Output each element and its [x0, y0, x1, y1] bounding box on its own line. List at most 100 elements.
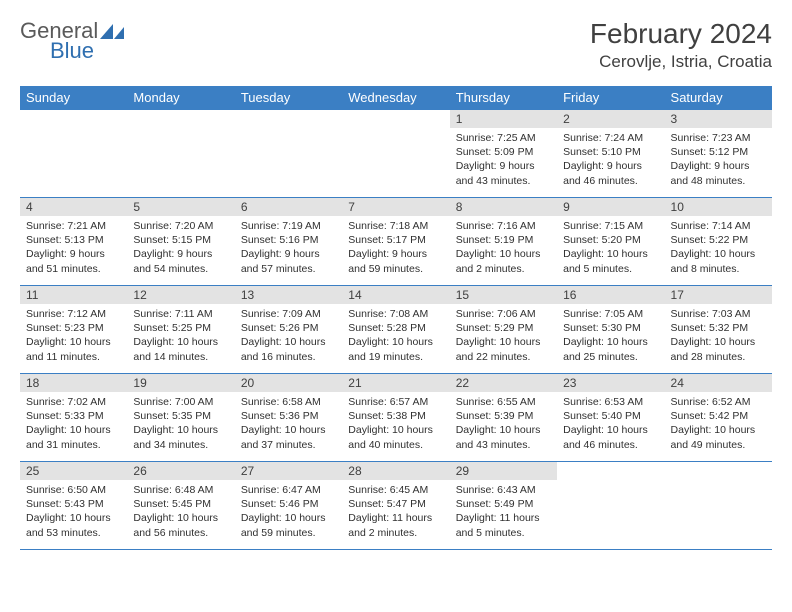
sunset-text: Sunset: 5:35 PM — [133, 409, 228, 423]
sunset-text: Sunset: 5:38 PM — [348, 409, 443, 423]
sunset-text: Sunset: 5:16 PM — [241, 233, 336, 247]
sunset-text: Sunset: 5:19 PM — [456, 233, 551, 247]
sunrise-text: Sunrise: 6:48 AM — [133, 483, 228, 497]
daylight-text: Daylight: 10 hours and 8 minutes. — [671, 247, 766, 275]
calendar-table: Sunday Monday Tuesday Wednesday Thursday… — [20, 86, 772, 550]
day-number: 10 — [665, 198, 772, 216]
calendar-day: 28Sunrise: 6:45 AMSunset: 5:47 PMDayligh… — [342, 462, 449, 550]
sunrise-text: Sunrise: 7:12 AM — [26, 307, 121, 321]
day-number: 2 — [557, 110, 664, 128]
day-details: Sunrise: 6:55 AMSunset: 5:39 PMDaylight:… — [450, 392, 557, 456]
calendar-day: 1Sunrise: 7:25 AMSunset: 5:09 PMDaylight… — [450, 110, 557, 198]
day-details: Sunrise: 6:43 AMSunset: 5:49 PMDaylight:… — [450, 480, 557, 544]
sunset-text: Sunset: 5:39 PM — [456, 409, 551, 423]
day-details: Sunrise: 6:57 AMSunset: 5:38 PMDaylight:… — [342, 392, 449, 456]
day-number: 11 — [20, 286, 127, 304]
weekday-header: Tuesday — [235, 86, 342, 110]
sunset-text: Sunset: 5:40 PM — [563, 409, 658, 423]
day-number: 1 — [450, 110, 557, 128]
day-number: 26 — [127, 462, 234, 480]
calendar-row: 4Sunrise: 7:21 AMSunset: 5:13 PMDaylight… — [20, 198, 772, 286]
weekday-header-row: Sunday Monday Tuesday Wednesday Thursday… — [20, 86, 772, 110]
calendar-day: 3Sunrise: 7:23 AMSunset: 5:12 PMDaylight… — [665, 110, 772, 198]
calendar-day: 11Sunrise: 7:12 AMSunset: 5:23 PMDayligh… — [20, 286, 127, 374]
calendar-day: 17Sunrise: 7:03 AMSunset: 5:32 PMDayligh… — [665, 286, 772, 374]
sunrise-text: Sunrise: 7:05 AM — [563, 307, 658, 321]
sunrise-text: Sunrise: 7:24 AM — [563, 131, 658, 145]
calendar-empty — [20, 110, 127, 198]
sunset-text: Sunset: 5:20 PM — [563, 233, 658, 247]
weekday-header: Monday — [127, 86, 234, 110]
sunset-text: Sunset: 5:09 PM — [456, 145, 551, 159]
day-number: 27 — [235, 462, 342, 480]
sunrise-text: Sunrise: 7:02 AM — [26, 395, 121, 409]
sunset-text: Sunset: 5:12 PM — [671, 145, 766, 159]
day-details: Sunrise: 7:11 AMSunset: 5:25 PMDaylight:… — [127, 304, 234, 368]
daylight-text: Daylight: 10 hours and 28 minutes. — [671, 335, 766, 363]
daylight-text: Daylight: 9 hours and 57 minutes. — [241, 247, 336, 275]
weekday-header: Friday — [557, 86, 664, 110]
day-details: Sunrise: 6:58 AMSunset: 5:36 PMDaylight:… — [235, 392, 342, 456]
weekday-header: Thursday — [450, 86, 557, 110]
sunset-text: Sunset: 5:42 PM — [671, 409, 766, 423]
daylight-text: Daylight: 10 hours and 31 minutes. — [26, 423, 121, 451]
calendar-empty — [557, 462, 664, 550]
daylight-text: Daylight: 10 hours and 43 minutes. — [456, 423, 551, 451]
calendar-day: 15Sunrise: 7:06 AMSunset: 5:29 PMDayligh… — [450, 286, 557, 374]
calendar-day: 7Sunrise: 7:18 AMSunset: 5:17 PMDaylight… — [342, 198, 449, 286]
daylight-text: Daylight: 9 hours and 51 minutes. — [26, 247, 121, 275]
daylight-text: Daylight: 10 hours and 14 minutes. — [133, 335, 228, 363]
sunset-text: Sunset: 5:22 PM — [671, 233, 766, 247]
sunset-text: Sunset: 5:33 PM — [26, 409, 121, 423]
day-details: Sunrise: 7:16 AMSunset: 5:19 PMDaylight:… — [450, 216, 557, 280]
sunset-text: Sunset: 5:25 PM — [133, 321, 228, 335]
day-number: 23 — [557, 374, 664, 392]
sunrise-text: Sunrise: 6:52 AM — [671, 395, 766, 409]
sunset-text: Sunset: 5:47 PM — [348, 497, 443, 511]
sunset-text: Sunset: 5:36 PM — [241, 409, 336, 423]
calendar-day: 21Sunrise: 6:57 AMSunset: 5:38 PMDayligh… — [342, 374, 449, 462]
calendar-day: 24Sunrise: 6:52 AMSunset: 5:42 PMDayligh… — [665, 374, 772, 462]
calendar-empty — [342, 110, 449, 198]
daylight-text: Daylight: 10 hours and 46 minutes. — [563, 423, 658, 451]
sunrise-text: Sunrise: 7:11 AM — [133, 307, 228, 321]
day-details: Sunrise: 7:15 AMSunset: 5:20 PMDaylight:… — [557, 216, 664, 280]
day-number: 4 — [20, 198, 127, 216]
title-block: February 2024 Cerovlje, Istria, Croatia — [590, 18, 772, 72]
calendar-day: 2Sunrise: 7:24 AMSunset: 5:10 PMDaylight… — [557, 110, 664, 198]
sunrise-text: Sunrise: 7:21 AM — [26, 219, 121, 233]
calendar-day: 16Sunrise: 7:05 AMSunset: 5:30 PMDayligh… — [557, 286, 664, 374]
sunset-text: Sunset: 5:43 PM — [26, 497, 121, 511]
day-details: Sunrise: 7:03 AMSunset: 5:32 PMDaylight:… — [665, 304, 772, 368]
calendar-day: 22Sunrise: 6:55 AMSunset: 5:39 PMDayligh… — [450, 374, 557, 462]
sunrise-text: Sunrise: 7:14 AM — [671, 219, 766, 233]
sunrise-text: Sunrise: 7:25 AM — [456, 131, 551, 145]
day-details: Sunrise: 7:21 AMSunset: 5:13 PMDaylight:… — [20, 216, 127, 280]
daylight-text: Daylight: 9 hours and 46 minutes. — [563, 159, 658, 187]
calendar-day: 27Sunrise: 6:47 AMSunset: 5:46 PMDayligh… — [235, 462, 342, 550]
day-details: Sunrise: 7:18 AMSunset: 5:17 PMDaylight:… — [342, 216, 449, 280]
calendar-empty — [235, 110, 342, 198]
day-details: Sunrise: 7:05 AMSunset: 5:30 PMDaylight:… — [557, 304, 664, 368]
calendar-row: 25Sunrise: 6:50 AMSunset: 5:43 PMDayligh… — [20, 462, 772, 550]
day-number: 7 — [342, 198, 449, 216]
calendar-row: 11Sunrise: 7:12 AMSunset: 5:23 PMDayligh… — [20, 286, 772, 374]
sunset-text: Sunset: 5:13 PM — [26, 233, 121, 247]
page-location: Cerovlje, Istria, Croatia — [590, 52, 772, 72]
day-number: 13 — [235, 286, 342, 304]
calendar-empty — [665, 462, 772, 550]
day-number: 18 — [20, 374, 127, 392]
daylight-text: Daylight: 10 hours and 37 minutes. — [241, 423, 336, 451]
logo-triangle-icon — [100, 22, 126, 40]
day-details: Sunrise: 7:19 AMSunset: 5:16 PMDaylight:… — [235, 216, 342, 280]
sunrise-text: Sunrise: 6:57 AM — [348, 395, 443, 409]
day-details: Sunrise: 7:08 AMSunset: 5:28 PMDaylight:… — [342, 304, 449, 368]
calendar-day: 29Sunrise: 6:43 AMSunset: 5:49 PMDayligh… — [450, 462, 557, 550]
sunrise-text: Sunrise: 7:08 AM — [348, 307, 443, 321]
day-number: 28 — [342, 462, 449, 480]
day-number: 29 — [450, 462, 557, 480]
sunrise-text: Sunrise: 7:15 AM — [563, 219, 658, 233]
day-details: Sunrise: 6:48 AMSunset: 5:45 PMDaylight:… — [127, 480, 234, 544]
day-details: Sunrise: 7:25 AMSunset: 5:09 PMDaylight:… — [450, 128, 557, 192]
day-details: Sunrise: 6:45 AMSunset: 5:47 PMDaylight:… — [342, 480, 449, 544]
